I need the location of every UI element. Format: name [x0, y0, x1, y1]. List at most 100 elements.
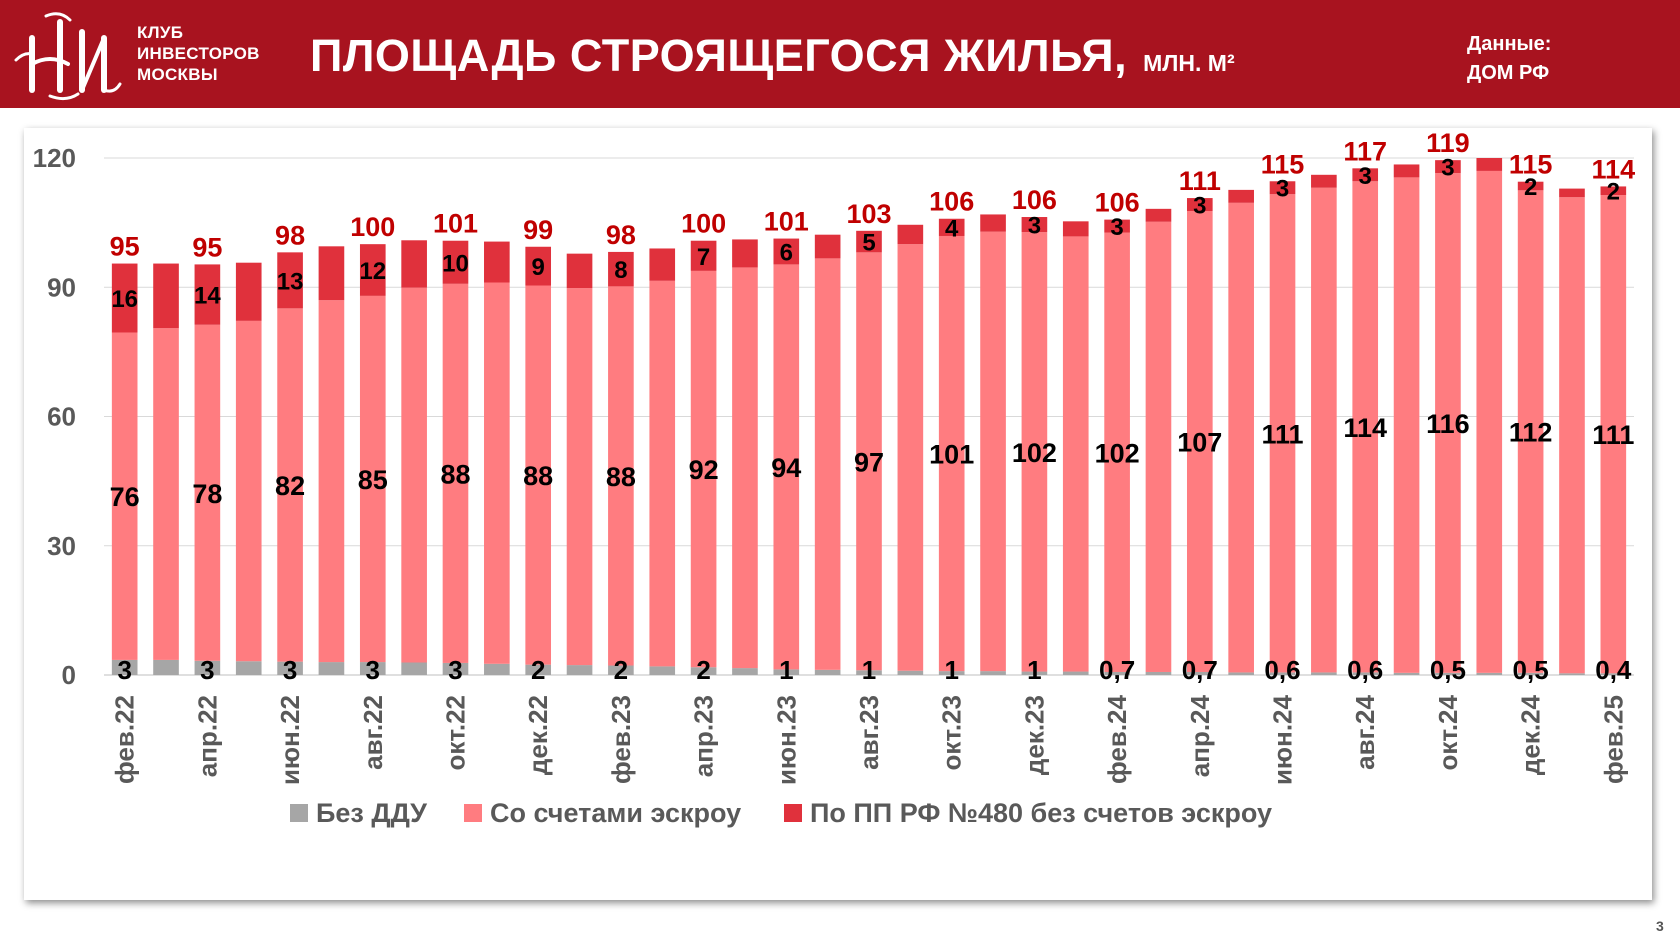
total-label: 115	[1261, 149, 1305, 179]
data-label-no-ddu: 0,7	[1182, 655, 1218, 685]
page-number: 3	[1656, 918, 1664, 934]
data-label-pp480: 2	[1607, 179, 1620, 206]
bar-segment-pp480	[690, 240, 717, 271]
total-label: 106	[929, 187, 974, 217]
legend-swatch	[290, 804, 308, 822]
bar-segment-pp480	[153, 263, 179, 329]
data-label-pp480: 16	[111, 286, 138, 313]
data-label-escrow: 92	[689, 455, 719, 485]
bar-segment-escrow	[1228, 202, 1254, 673]
y-tick-label: 60	[47, 402, 76, 432]
data-label-escrow: 107	[1177, 427, 1222, 457]
data-label-escrow: 82	[275, 471, 305, 501]
bar-segment-no-ddu	[111, 659, 138, 675]
bar-segment-pp480	[235, 262, 262, 321]
x-tick-label: фев.22	[110, 695, 140, 784]
bar-segment-pp480	[980, 214, 1006, 232]
data-label-no-ddu: 2	[696, 655, 710, 685]
bar-segment-no-ddu	[1062, 671, 1089, 675]
x-tick-label: апр.24	[1185, 694, 1215, 777]
total-label: 114	[1592, 154, 1636, 184]
bar-segment-escrow	[277, 308, 303, 662]
data-label-escrow: 111	[1592, 420, 1634, 450]
bar-segment-pp480	[359, 244, 386, 296]
y-tick-label: 30	[47, 531, 76, 561]
page-title-text: ПЛОЩАДЬ СТРОЯЩЕГОСЯ ЖИЛЬЯ,	[310, 30, 1128, 81]
data-label-pp480: 3	[1028, 213, 1041, 240]
bar-segment-escrow	[938, 235, 965, 672]
data-label-escrow: 97	[854, 447, 884, 477]
data-label-pp480: 6	[780, 239, 793, 266]
data-label-no-ddu: 1	[779, 655, 793, 685]
data-label-pp480: 13	[277, 268, 304, 295]
bar-segment-pp480	[484, 241, 510, 283]
data-label-pp480: 3	[1193, 193, 1206, 220]
bar-segment-escrow	[359, 295, 386, 663]
x-tick-label: авг.22	[358, 695, 388, 770]
bar-segment-escrow	[525, 285, 552, 665]
total-label: 111	[1179, 166, 1221, 196]
x-tick-label: апр.23	[689, 695, 719, 777]
bar-segment-no-ddu	[1186, 671, 1213, 675]
total-label: 101	[764, 207, 809, 237]
bar-segment-pp480	[1311, 174, 1337, 188]
bar-segment-pp480	[608, 251, 634, 287]
bar-segment-pp480	[1228, 189, 1254, 203]
page-title: ПЛОЩАДЬ СТРОЯЩЕГОСЯ ЖИЛЬЯ, МЛН. М²	[310, 30, 1235, 82]
bar-segment-pp480	[814, 234, 841, 259]
data-label-no-ddu: 0,4	[1595, 655, 1632, 685]
org-name: КЛУБ ИНВЕСТОРОВ МОСКВЫ	[137, 22, 260, 85]
bar-segment-escrow	[1435, 173, 1461, 673]
data-label-pp480: 2	[1524, 174, 1537, 201]
data-label-escrow: 114	[1343, 413, 1387, 443]
total-label: 115	[1509, 150, 1553, 180]
stacked-bar-chart: 0306090120376169537814953821398385121003…	[33, 128, 1636, 828]
bar-segment-escrow	[1517, 190, 1544, 673]
bar-segment-pp480	[1559, 188, 1585, 198]
data-label-no-ddu: 3	[117, 655, 131, 685]
bar-segment-no-ddu	[897, 670, 924, 675]
bar-segment-no-ddu	[1228, 672, 1254, 675]
data-label-escrow: 112	[1509, 418, 1553, 448]
bar-segment-pp480	[1393, 164, 1420, 178]
bar-segment-escrow	[732, 267, 758, 669]
bar-segment-pp480	[1476, 158, 1503, 171]
bar-segment-no-ddu	[980, 671, 1006, 675]
data-label-pp480: 4	[945, 215, 959, 242]
data-label-escrow: 116	[1426, 409, 1470, 439]
bar-segment-pp480	[194, 264, 221, 325]
bar-segment-pp480	[938, 218, 965, 236]
legend-item-escrow: Со счетами эскроу	[490, 798, 741, 828]
data-label-escrow: 101	[929, 440, 974, 470]
bar-segment-escrow	[442, 283, 469, 663]
data-label-no-ddu: 2	[531, 655, 545, 685]
total-label: 98	[275, 220, 305, 250]
bar-segment-escrow	[1393, 177, 1420, 673]
bar-segment-no-ddu	[277, 661, 303, 675]
bar-segment-escrow	[690, 270, 717, 668]
data-label-pp480: 9	[532, 254, 545, 281]
bar-segment-pp480	[277, 252, 303, 309]
x-tick-label: фев.25	[1598, 695, 1628, 784]
x-tick-label: окт.22	[440, 695, 470, 771]
data-label-pp480: 7	[697, 244, 710, 271]
bar-segment-no-ddu	[1269, 672, 1296, 675]
bar-segment-no-ddu	[1559, 673, 1585, 675]
total-label: 100	[350, 212, 395, 242]
bar-segment-no-ddu	[194, 660, 221, 675]
data-label-escrow: 76	[110, 482, 140, 512]
bar-segment-escrow	[1559, 197, 1585, 674]
bar-segment-escrow	[773, 264, 800, 670]
data-label-escrow: 85	[358, 465, 388, 495]
org-name-line: ИНВЕСТОРОВ	[137, 44, 260, 63]
bar-segment-pp480	[1145, 208, 1172, 222]
y-tick-label: 120	[33, 143, 76, 173]
bar-segment-no-ddu	[732, 668, 758, 675]
bar-segment-escrow	[1062, 236, 1089, 672]
bar-segment-escrow	[608, 286, 634, 666]
bar-segment-no-ddu	[814, 669, 841, 675]
bar-segment-escrow	[566, 288, 593, 666]
data-label-no-ddu: 3	[200, 655, 214, 685]
bar-segment-pp480	[318, 246, 345, 301]
bar-segment-escrow	[856, 252, 882, 671]
